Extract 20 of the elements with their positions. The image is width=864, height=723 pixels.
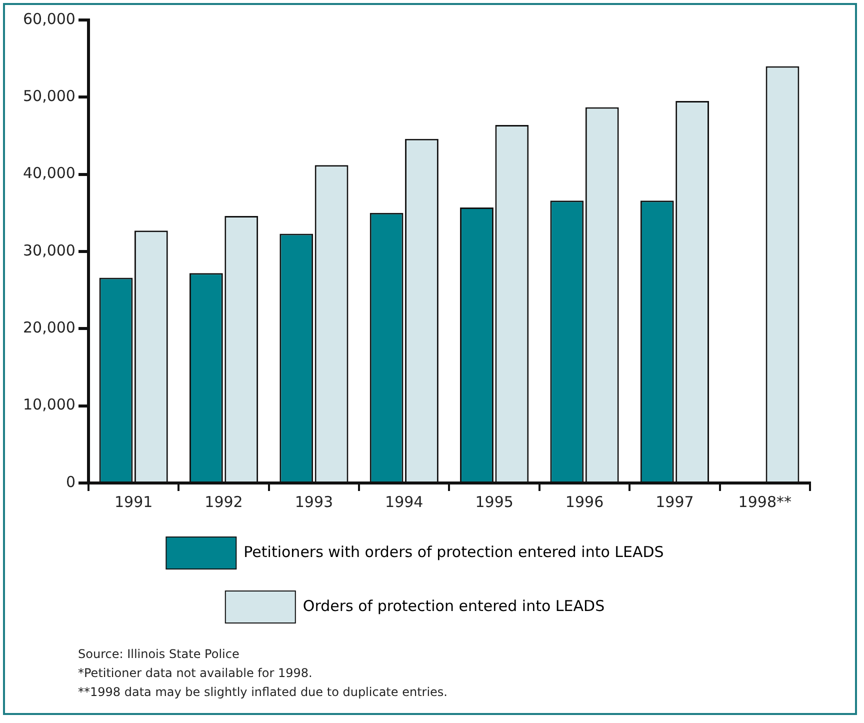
x-tick-label: 1994 xyxy=(385,492,424,511)
legend-label: Petitioners with orders of protection entered into LEADS xyxy=(244,542,664,561)
x-tick-label: 1996 xyxy=(565,492,604,511)
legend-label: Orders of protection entered into LEADS xyxy=(302,596,605,615)
x-tick-label: 1993 xyxy=(294,492,334,511)
y-tick-label: 40,000 xyxy=(22,164,76,182)
y-tick-label: 50,000 xyxy=(22,87,76,106)
x-tick-label: 1992 xyxy=(204,492,243,511)
y-tick-label: 0 xyxy=(66,472,76,491)
text: *Petitioner data not available for 1998. xyxy=(78,665,314,682)
x-tick-label: 1995 xyxy=(475,492,514,511)
y-tick-label: 60,000 xyxy=(22,10,76,28)
y-tick-label: 10,000 xyxy=(22,396,76,414)
text: **1998 data may be slightly inflated due to duplicate entries. xyxy=(78,684,448,701)
x-tick-label: 1998** xyxy=(738,492,792,511)
y-tick-label: 20,000 xyxy=(22,318,76,337)
y-tick-label: 30,000 xyxy=(22,241,76,260)
x-tick-label: 1991 xyxy=(114,492,153,511)
x-tick-label: 1997 xyxy=(656,492,694,511)
source-note: Source: Illinois State Police xyxy=(78,646,240,663)
